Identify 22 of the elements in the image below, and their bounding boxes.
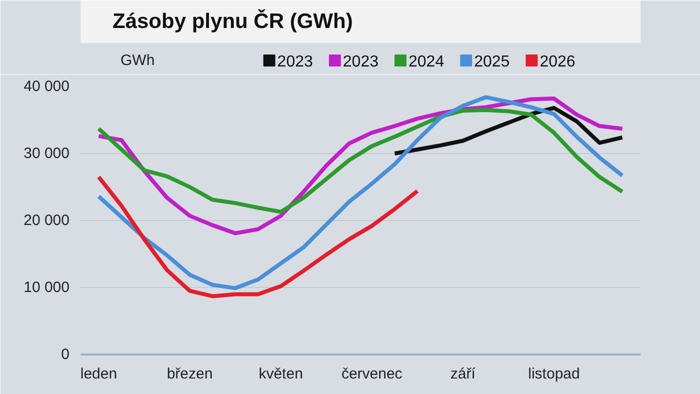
y-tick-label: 10 000 bbox=[24, 279, 70, 296]
legend-label: 2026 bbox=[540, 54, 576, 70]
x-tick-label: listopad bbox=[528, 366, 580, 382]
line-series bbox=[96, 174, 420, 298]
y-tick-label: 40 000 bbox=[24, 78, 70, 95]
legend-label: 2025 bbox=[474, 54, 510, 70]
x-tick-label: leden bbox=[80, 366, 118, 382]
x-tick-label: červenec bbox=[341, 366, 403, 382]
y-tick-label: 20 000 bbox=[24, 212, 70, 229]
legend-label: 2024 bbox=[408, 54, 444, 70]
line-series bbox=[96, 95, 624, 290]
line-series bbox=[96, 108, 624, 214]
x-tick-label: březen bbox=[166, 366, 213, 382]
x-tick-label: září bbox=[450, 366, 476, 382]
x-tick-label: květen bbox=[258, 366, 303, 382]
legend-label: 2023 bbox=[342, 54, 379, 70]
chart-title: Zásoby plynu ČR (GWh) bbox=[112, 9, 353, 33]
line-series bbox=[392, 106, 624, 156]
y-tick-label: 30 000 bbox=[24, 145, 70, 162]
y-tick-label: 0 bbox=[61, 346, 70, 363]
legend-label: 2023 bbox=[277, 54, 313, 70]
y-axis-title: GWh bbox=[120, 52, 155, 69]
